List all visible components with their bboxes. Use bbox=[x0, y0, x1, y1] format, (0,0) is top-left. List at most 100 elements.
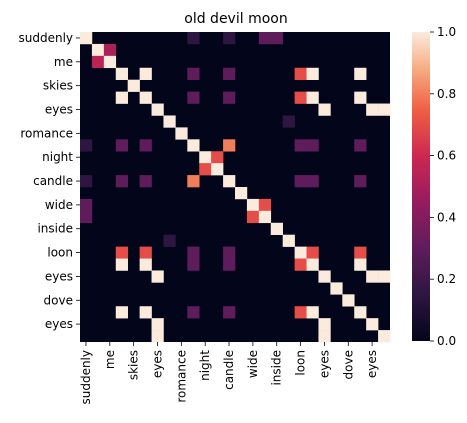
chart-title: old devil moon bbox=[184, 11, 287, 27]
heatmap-cell bbox=[187, 175, 200, 188]
y-tick-label: eyes bbox=[45, 103, 73, 117]
heatmap-cell bbox=[151, 318, 164, 331]
x-tick-label: wide bbox=[246, 350, 260, 378]
heatmap-cell bbox=[211, 151, 224, 164]
x-tick-label: candle bbox=[222, 350, 236, 390]
heatmap-cell bbox=[139, 258, 152, 271]
y-tick-label: inside bbox=[37, 222, 73, 236]
x-tick-label: skies bbox=[127, 350, 141, 380]
heatmap-cell bbox=[366, 318, 379, 331]
y-tick-label: night bbox=[42, 150, 73, 164]
heatmap-cell bbox=[246, 198, 260, 212]
heatmap-cell bbox=[139, 139, 152, 152]
y-tick-label: skies bbox=[43, 79, 73, 93]
heatmap-cell bbox=[318, 103, 331, 116]
colorbar-ticks: 0.0 0.2 0.4 0.6 0.8 1.0 bbox=[430, 25, 456, 348]
heatmap-cell bbox=[127, 79, 140, 92]
x-tick-label: inside bbox=[270, 350, 284, 386]
heatmap-cell bbox=[354, 306, 367, 319]
heatmap-cell bbox=[115, 139, 128, 152]
heatmap-cell bbox=[139, 246, 152, 259]
heatmap-cell bbox=[223, 175, 236, 188]
heatmap-cell bbox=[187, 306, 200, 319]
heatmap-cell bbox=[330, 282, 343, 295]
heatmap-cell bbox=[318, 270, 331, 283]
heatmap-cell bbox=[223, 91, 236, 104]
heatmap-cell bbox=[294, 91, 307, 104]
heatmap-cell bbox=[103, 55, 117, 69]
heatmap-cell bbox=[187, 67, 200, 80]
colorbar-tick-label: 0.6 bbox=[437, 149, 456, 163]
heatmap-cell bbox=[354, 258, 367, 271]
heatmap-cell bbox=[366, 270, 379, 283]
heatmap-cell bbox=[306, 139, 319, 152]
heatmap-cell bbox=[294, 246, 307, 259]
heatmap-cell bbox=[378, 103, 391, 116]
y-tick-label: romance bbox=[20, 126, 73, 140]
heatmap-cell bbox=[151, 103, 164, 116]
heatmap-cell bbox=[211, 163, 224, 176]
heatmap-cell bbox=[378, 270, 391, 283]
colorbar-tick-label: 0.4 bbox=[437, 210, 456, 224]
heatmap-cell bbox=[270, 32, 283, 45]
heatmap-cell bbox=[306, 67, 319, 80]
heatmap-cell bbox=[115, 246, 128, 259]
heatmap-cell bbox=[115, 91, 128, 104]
heatmap-cell bbox=[163, 115, 176, 128]
heatmap-cell bbox=[103, 43, 117, 57]
heatmap-cells bbox=[80, 32, 391, 343]
heatmap-cell bbox=[139, 67, 152, 80]
heatmap-cell bbox=[175, 127, 188, 140]
heatmap-cell bbox=[91, 43, 105, 57]
x-tick-label: suddenly bbox=[79, 350, 93, 405]
colorbar-tick-label: 1.0 bbox=[437, 25, 456, 39]
heatmap-cell bbox=[366, 103, 379, 116]
heatmap-cell bbox=[282, 234, 295, 247]
heatmap-cell bbox=[306, 306, 319, 319]
y-tick-label: wide bbox=[45, 198, 73, 212]
heatmap-cell bbox=[258, 210, 272, 224]
x-tick-label: eyes bbox=[365, 350, 379, 378]
heatmap-cell bbox=[354, 246, 367, 259]
heatmap-cell bbox=[258, 32, 272, 45]
x-tick-label: loon bbox=[294, 350, 308, 376]
y-tick-label: eyes bbox=[45, 317, 73, 331]
heatmap-cell bbox=[151, 330, 164, 343]
heatmap-cell bbox=[282, 115, 295, 128]
heatmap-cell bbox=[91, 55, 105, 69]
heatmap-cell bbox=[246, 210, 260, 224]
colorbar-tick-label: 0.0 bbox=[437, 334, 456, 348]
heatmap-cell bbox=[354, 91, 367, 104]
heatmap-cell bbox=[294, 175, 307, 188]
heatmap-cell bbox=[151, 270, 164, 283]
heatmap-cell bbox=[294, 258, 307, 271]
heatmap-cell bbox=[187, 258, 200, 271]
x-tick-label: me bbox=[103, 350, 117, 369]
colorbar-tick-label: 0.2 bbox=[437, 272, 456, 286]
heatmap-cell bbox=[80, 32, 93, 45]
y-tick-label: loon bbox=[47, 246, 73, 260]
heatmap-cell bbox=[294, 67, 307, 80]
heatmap-cell bbox=[115, 67, 128, 80]
colorbar-tick-label: 0.8 bbox=[437, 87, 456, 101]
y-tick-label: candle bbox=[33, 174, 73, 188]
x-tick-label: eyes bbox=[151, 350, 165, 378]
heatmap-cell bbox=[318, 330, 331, 343]
heatmap-cell bbox=[318, 318, 331, 331]
heatmap-cell bbox=[258, 198, 272, 212]
heatmap-cell bbox=[139, 175, 152, 188]
y-tick-label: suddenly bbox=[18, 31, 73, 45]
x-tick-label: night bbox=[198, 350, 212, 381]
heatmap-cell bbox=[223, 246, 236, 259]
heatmap-cell bbox=[80, 175, 93, 188]
x-axis-ticks: suddenly me skies eyes romance night candle wid… bbox=[79, 342, 379, 405]
heatmap-cell bbox=[80, 198, 93, 212]
heatmap-cell bbox=[187, 246, 200, 259]
heatmap-cell bbox=[163, 234, 176, 247]
heatmap-cell bbox=[187, 91, 200, 104]
heatmap-cell bbox=[199, 151, 212, 164]
heatmap-cell bbox=[235, 187, 248, 200]
heatmap-cell bbox=[306, 258, 319, 271]
y-axis-ticks: suddenly me skies eyes romance night candle wid… bbox=[18, 31, 80, 331]
heatmap-cell bbox=[223, 67, 236, 80]
